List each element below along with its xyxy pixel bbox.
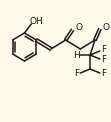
Text: F: F: [101, 56, 106, 65]
Text: O: O: [103, 22, 110, 31]
Text: H: H: [73, 51, 80, 60]
Text: F: F: [74, 70, 79, 78]
Text: O: O: [75, 24, 82, 32]
Text: F: F: [101, 46, 106, 55]
Text: F: F: [101, 70, 106, 78]
Text: OH: OH: [29, 16, 43, 25]
